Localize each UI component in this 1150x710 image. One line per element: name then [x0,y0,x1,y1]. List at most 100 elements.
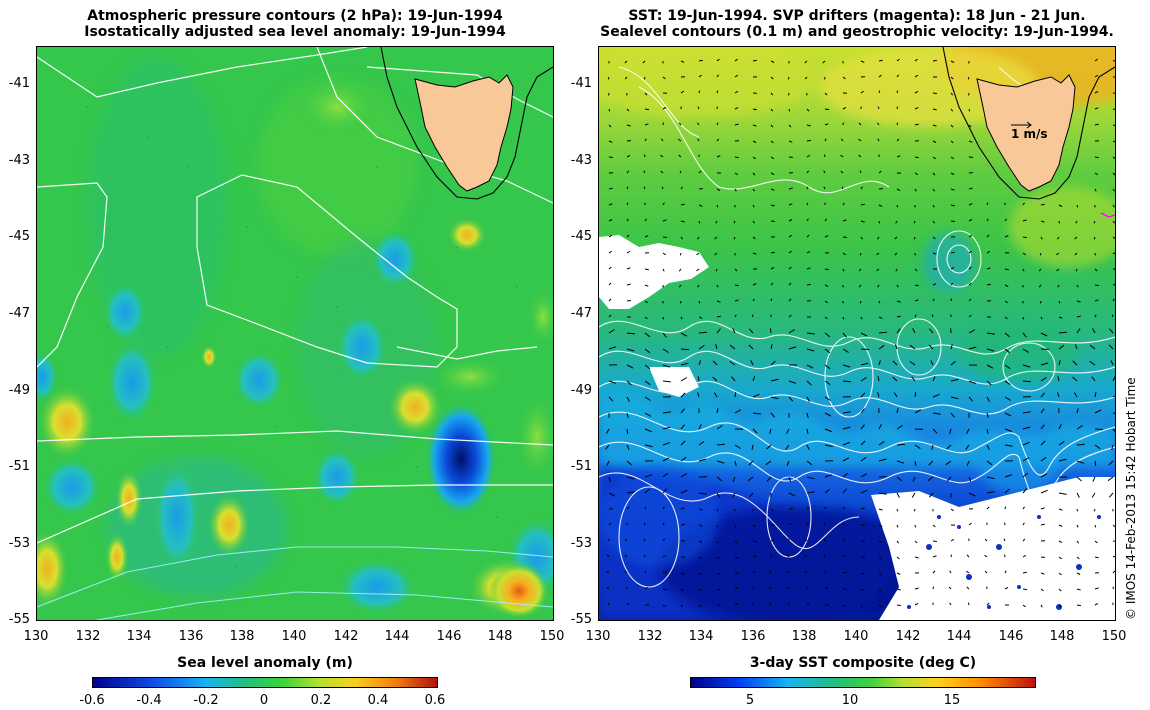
velocity-arrow [605,444,610,450]
velocity-arrow [986,428,989,434]
velocity-arrow [1040,316,1043,320]
velocity-arrow [949,428,952,434]
velocity-arrow [860,362,869,366]
velocity-arrow [748,492,754,498]
velocity-arrow [804,570,808,574]
velocity-arrow [715,344,718,350]
velocity-arrow [806,428,809,434]
velocity-arrow [698,90,701,94]
velocity-arrow [950,378,959,382]
velocity-arrow [1112,188,1115,192]
velocity-arrow [1004,428,1013,432]
velocity-arrow [1058,458,1067,462]
velocity-arrow [680,572,685,575]
velocity-arrow [986,491,995,494]
x-tick: 134 [126,629,152,644]
velocity-arrow [877,376,880,382]
velocity-arrow [858,284,862,288]
velocity-arrow [932,59,937,62]
velocity-arrow [608,219,613,222]
velocity-arrow [966,570,970,574]
velocity-arrow [878,59,883,62]
velocity-arrow [986,476,995,480]
velocity-arrow [896,74,900,78]
velocity-arrow [644,586,649,590]
velocity-arrow [729,344,736,350]
velocity-arrow [914,58,918,62]
velocity-arrow [662,506,665,510]
velocity-arrow [932,92,937,94]
velocity-arrow [1058,588,1062,592]
velocity-arrow [928,328,934,334]
velocity-arrow [644,506,647,510]
velocity-arrow [752,140,757,143]
velocity-arrow [1058,316,1063,319]
velocity-arrow [1004,586,1009,590]
velocity-arrow [1094,409,1102,414]
right-map-panel[interactable]: 1 m/s [598,46,1116,621]
velocity-arrow [824,92,828,96]
velocity-arrow [1076,328,1081,334]
velocity-arrow [1058,344,1065,350]
velocity-arrow [877,236,880,240]
velocity-arrow [644,380,651,386]
velocity-arrow [716,204,719,208]
velocity-arrow [896,604,901,607]
velocity-arrow [806,380,812,386]
velocity-arrow [806,186,809,190]
velocity-arrow [1094,299,1099,302]
velocity-arrow [950,76,954,80]
velocity-arrow [697,376,700,382]
velocity-arrow [644,138,647,142]
velocity-arrow [770,266,775,270]
velocity-arrow [662,316,665,320]
left-map-panel[interactable] [36,46,554,621]
velocity-arrow [842,506,845,510]
velocity-arrow [806,506,810,510]
velocity-arrow [842,411,851,414]
velocity-arrow [662,442,670,446]
velocity-arrow [770,360,776,366]
velocity-arrow [698,220,701,224]
velocity-arrow [788,234,793,238]
velocity-arrow [860,424,865,430]
velocity-arrow [660,154,664,158]
colorbar-tick: 0.4 [367,693,389,708]
velocity-arrow [842,426,851,430]
velocity-arrow [896,188,901,192]
velocity-arrow [946,444,952,450]
velocity-arrow [644,412,652,417]
velocity-arrow [896,508,899,512]
velocity-arrow [950,554,952,558]
velocity-arrow [878,300,881,304]
velocity-arrow [806,154,811,158]
velocity-arrow [877,284,880,288]
velocity-arrow [876,122,880,126]
velocity-arrow [896,540,900,544]
velocity-arrow [804,554,808,558]
velocity-arrow [950,156,955,160]
velocity-arrow [770,204,775,207]
velocity-arrow [1112,376,1115,382]
velocity-arrow [626,234,630,238]
velocity-arrow [986,267,991,270]
velocity-arrow [950,220,955,222]
velocity-arrow [878,220,881,224]
y-tick: -55 [570,612,592,627]
velocity-arrow [626,124,631,127]
velocity-arrow [932,156,936,160]
velocity-arrow [1022,522,1025,526]
velocity-arrow [662,604,666,608]
velocity-arrow [950,412,955,418]
velocity-arrow [896,122,899,126]
velocity-arrow [945,460,952,466]
velocity-arrow [752,108,757,111]
velocity-arrow [1004,412,1012,417]
velocity-arrow [734,156,739,159]
velocity-arrow [608,492,616,497]
velocity-arrow [680,220,685,223]
velocity-arrow [824,380,831,386]
velocity-arrow [643,76,646,80]
velocity-arrow [824,154,826,158]
velocity-arrow [680,332,688,337]
